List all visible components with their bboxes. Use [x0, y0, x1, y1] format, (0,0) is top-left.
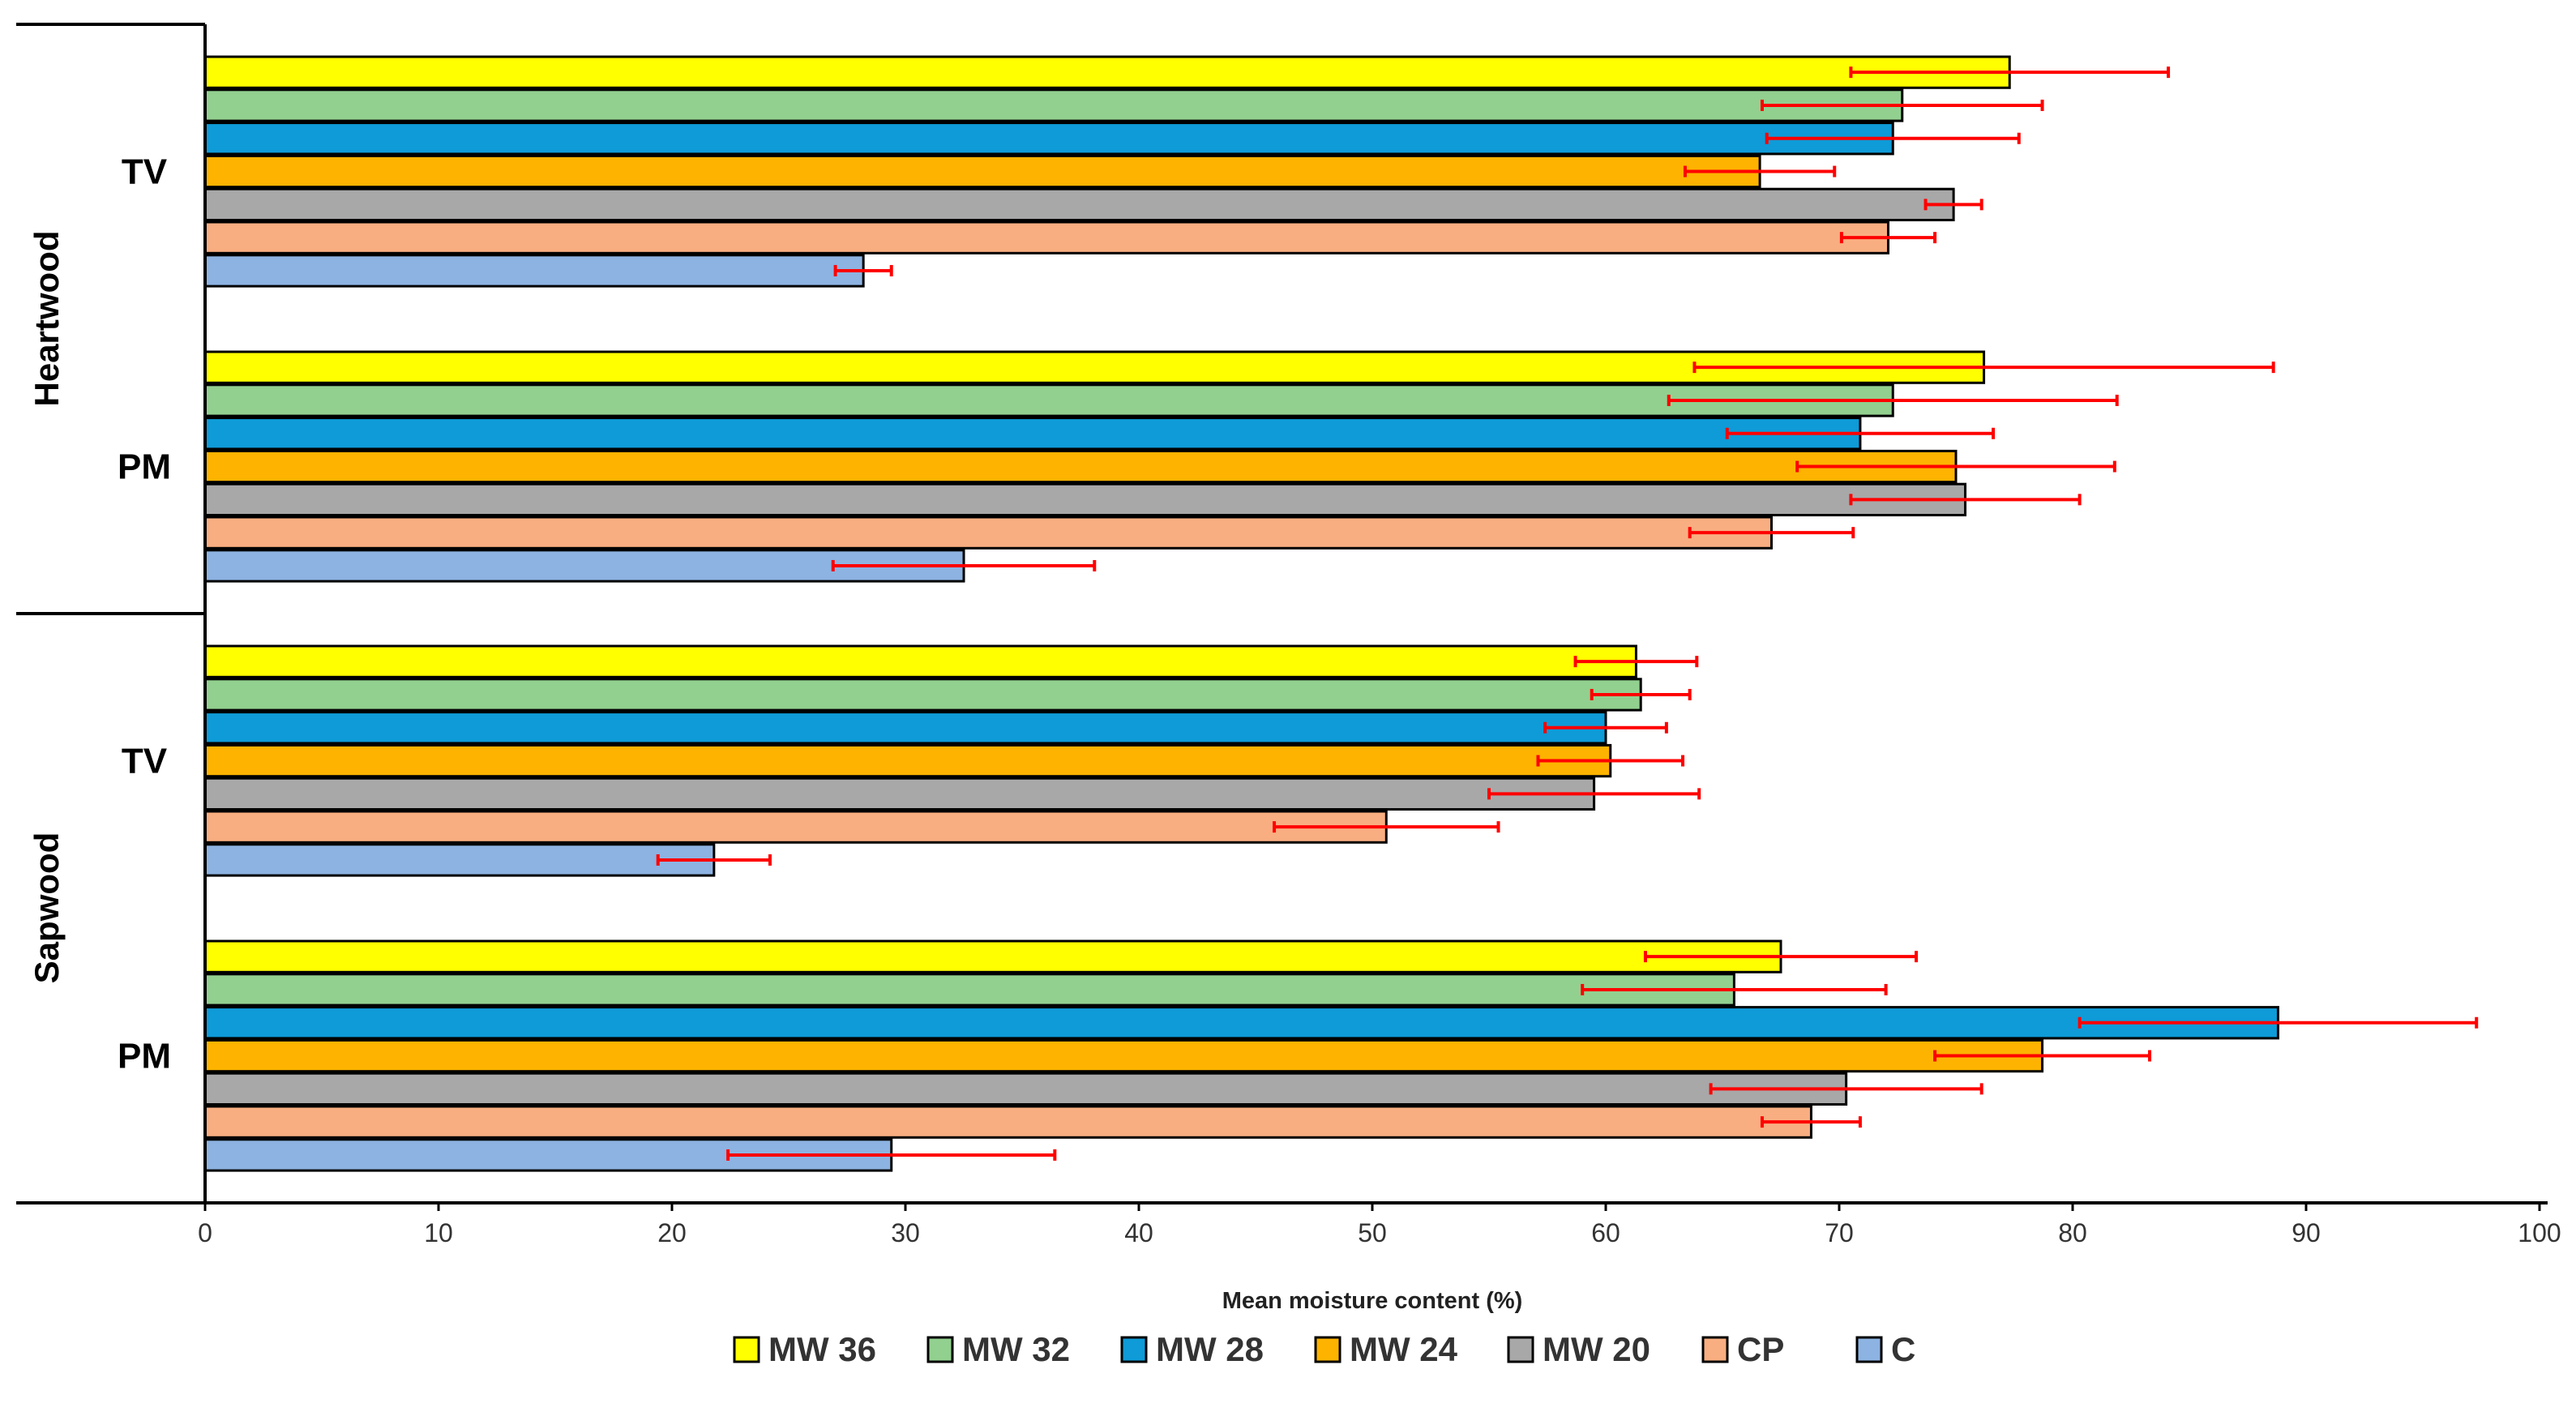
legend-swatch-mw-20: [1507, 1336, 1534, 1363]
error-bar-heartwood-tv-mw-32: [1760, 99, 2044, 111]
legend-swatch-mw-24: [1314, 1336, 1341, 1363]
bar-heartwood-tv-mw-36: [203, 55, 2011, 89]
section-label-heartwood: Heartwood: [28, 230, 66, 406]
bar-heartwood-tv-c: [203, 254, 865, 288]
legend-swatch-cp: [1701, 1336, 1729, 1363]
error-bar-sapwood-tv-c: [656, 854, 772, 866]
x-tick-label-90: 90: [2291, 1218, 2321, 1247]
x-axis-title: Mean moisture content (%): [1222, 1288, 1523, 1314]
error-bar-sapwood-pm-mw-32: [1581, 983, 1888, 995]
bars-layer: [203, 55, 2279, 1172]
legend-label-mw-36: MW 36: [768, 1330, 876, 1368]
bar-heartwood-pm-mw-28: [203, 417, 1862, 451]
bar-heartwood-tv-mw-32: [203, 88, 1904, 122]
bar-heartwood-tv-mw-28: [203, 122, 1894, 156]
x-tick-label-60: 60: [1591, 1218, 1620, 1247]
axes-layer: [16, 23, 2548, 1211]
x-tick-label-20: 20: [657, 1218, 687, 1247]
legend-item-mw-24: MW 24: [1314, 1330, 1458, 1368]
bar-heartwood-pm-mw-20: [203, 482, 1967, 517]
error-bar-sapwood-pm-mw-24: [1933, 1050, 2152, 1062]
x-tick-label-100: 100: [2518, 1218, 2561, 1247]
bar-heartwood-pm-mw-32: [203, 383, 1894, 417]
group-label-sapwood-pm: PM: [118, 1037, 171, 1076]
legend-swatch-mw-36: [733, 1336, 760, 1363]
group-label-heartwood-tv: TV: [122, 152, 168, 192]
error-bar-heartwood-tv-cp: [1839, 232, 1937, 244]
bar-sapwood-pm-mw-36: [203, 939, 1782, 973]
error-bar-sapwood-pm-mw-28: [2077, 1016, 2479, 1029]
error-bar-heartwood-pm-mw-20: [1849, 494, 2082, 506]
legend-label-mw-24: MW 24: [1350, 1330, 1458, 1368]
error-bar-sapwood-pm-cp: [1760, 1116, 1862, 1128]
legend-label-mw-28: MW 28: [1156, 1330, 1264, 1368]
x-tick-label-50: 50: [1358, 1218, 1387, 1247]
bar-sapwood-tv-mw-36: [203, 644, 1637, 678]
legend-swatch-mw-32: [926, 1336, 954, 1363]
error-bar-heartwood-pm-cp: [1688, 527, 1855, 539]
x-tick-label-70: 70: [1825, 1218, 1854, 1247]
legend-item-cp: CP: [1701, 1330, 1784, 1368]
bar-heartwood-pm-mw-24: [203, 449, 1958, 484]
error-bar-heartwood-pm-mw-28: [1725, 427, 1996, 439]
error-bar-heartwood-pm-mw-32: [1667, 394, 2119, 406]
legend-label-mw-20: MW 20: [1543, 1330, 1650, 1368]
legend-label-cp: CP: [1737, 1330, 1784, 1368]
legend-item-mw-20: MW 20: [1507, 1330, 1650, 1368]
error-bar-sapwood-tv-mw-20: [1487, 788, 1701, 800]
bar-heartwood-tv-mw-24: [203, 154, 1761, 189]
group-label-sapwood-tv: TV: [122, 742, 168, 781]
legend: MW 36 MW 32 MW 28 MW 24 MW 20 CP C: [733, 1330, 1915, 1368]
error-bar-heartwood-pm-mw-24: [1795, 460, 2116, 473]
bar-sapwood-tv-c: [203, 843, 716, 877]
legend-item-mw-32: MW 32: [926, 1330, 1070, 1368]
error-bar-heartwood-tv-mw-24: [1683, 165, 1837, 178]
legend-swatch-c: [1855, 1336, 1883, 1363]
bar-sapwood-pm-mw-32: [203, 973, 1735, 1007]
error-bar-heartwood-pm-mw-36: [1692, 362, 2275, 374]
bar-sapwood-tv-mw-24: [203, 743, 1612, 778]
legend-item-mw-28: MW 28: [1120, 1330, 1264, 1368]
error-bar-sapwood-tv-cp: [1273, 821, 1500, 833]
x-tick-label-10: 10: [424, 1218, 453, 1247]
x-tick-label-40: 40: [1124, 1218, 1153, 1247]
x-tick-label-0: 0: [198, 1218, 212, 1247]
legend-swatch-mw-28: [1120, 1336, 1148, 1363]
bar-heartwood-tv-cp: [203, 220, 1889, 255]
legend-item-mw-36: MW 36: [733, 1330, 876, 1368]
x-tick-label-30: 30: [891, 1218, 920, 1247]
legend-label-mw-32: MW 32: [962, 1330, 1070, 1368]
error-bar-sapwood-pm-mw-36: [1643, 951, 1919, 963]
error-bar-sapwood-tv-mw-32: [1590, 688, 1692, 700]
bar-sapwood-tv-cp: [203, 810, 1388, 844]
legend-label-c: C: [1891, 1330, 1915, 1368]
bar-sapwood-pm-cp: [203, 1105, 1812, 1139]
error-bar-sapwood-pm-mw-20: [1709, 1083, 1983, 1095]
bar-sapwood-pm-mw-20: [203, 1072, 1848, 1106]
legend-item-c: C: [1855, 1330, 1915, 1368]
error-bars-layer: [656, 66, 2479, 1161]
error-bar-sapwood-tv-mw-24: [1536, 755, 1685, 767]
bar-heartwood-pm-cp: [203, 516, 1773, 550]
error-bar-heartwood-pm-c: [831, 559, 1097, 571]
error-bar-heartwood-tv-mw-28: [1765, 132, 2021, 144]
section-label-sapwood: Sapwood: [28, 832, 66, 984]
labels-layer: 0 10 20 30 40 50 60 70 80 90 100 Mean moisture cont…: [28, 152, 2561, 1314]
error-bar-sapwood-tv-mw-28: [1543, 721, 1668, 734]
bar-sapwood-tv-mw-32: [203, 678, 1642, 712]
x-tick-label-80: 80: [2058, 1218, 2087, 1247]
group-label-heartwood-pm: PM: [118, 447, 171, 487]
error-bar-sapwood-tv-mw-36: [1573, 656, 1699, 668]
bar-sapwood-pm-mw-24: [203, 1038, 2044, 1073]
error-bar-heartwood-tv-c: [833, 264, 893, 276]
bar-heartwood-tv-mw-20: [203, 187, 1955, 221]
error-bar-heartwood-tv-mw-20: [1923, 199, 1983, 211]
error-bar-sapwood-pm-c: [726, 1149, 1057, 1161]
bar-sapwood-tv-mw-20: [203, 777, 1596, 811]
error-bar-heartwood-tv-mw-36: [1849, 66, 2171, 79]
bar-sapwood-pm-mw-28: [203, 1006, 2279, 1040]
bar-sapwood-tv-mw-28: [203, 711, 1607, 745]
